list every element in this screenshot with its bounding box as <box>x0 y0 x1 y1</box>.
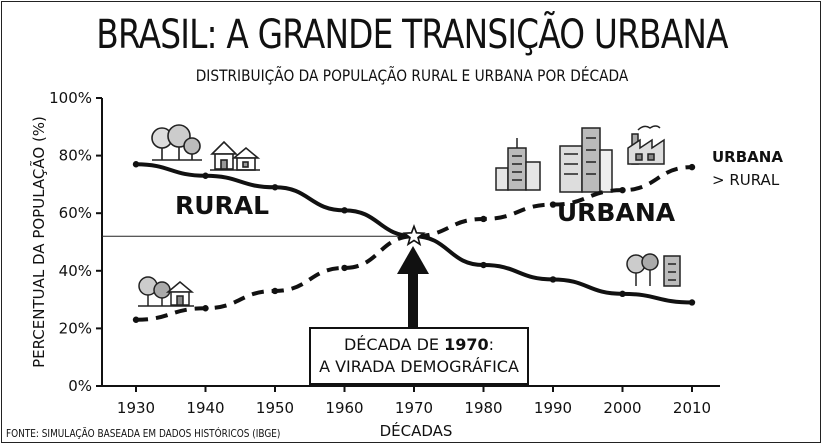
tree-building-icon <box>626 253 681 287</box>
star-icon <box>402 223 426 247</box>
data-point-urbana <box>619 186 626 194</box>
series-line-urbana <box>135 165 693 322</box>
x-axis-label: DÉCADAS <box>380 421 453 440</box>
data-point-rural <box>132 161 140 168</box>
callout-suffix: : <box>489 335 494 354</box>
skyscraper-icon <box>495 138 541 191</box>
trees-house-icon <box>138 276 195 307</box>
y-tick-label: 0% <box>68 377 92 395</box>
data-point-urbana <box>341 264 348 272</box>
series-group <box>132 161 696 323</box>
side-urbana-label: URBANA <box>712 148 783 166</box>
data-point-rural <box>271 184 279 191</box>
data-point-urbana <box>688 163 696 171</box>
x-tick-label: 2000 <box>603 399 641 417</box>
trees-icon <box>151 124 202 161</box>
x-tick-label: 1990 <box>534 399 572 417</box>
source-note: FONTE: SIMULAÇÃO BASEADA EM DADOS HISTÓR… <box>6 428 281 440</box>
rural-label: RURAL <box>175 191 269 220</box>
x-tick-label: 1970 <box>395 399 433 417</box>
data-point-rural <box>202 172 209 179</box>
side-rural-label: > RURAL <box>712 171 780 189</box>
callout-line-2: A VIRADA DEMOGRÁFICA <box>319 357 519 376</box>
callout-line-1: DÉCADA DE 1970: <box>344 335 494 354</box>
x-tick-label: 1950 <box>256 399 294 417</box>
chart-subtitle: DISTRIBUIÇÃO DA POPULAÇÃO RURAL E URBANA… <box>195 66 629 85</box>
y-axis-label: PERCENTUAL DA POPULAÇÃO (%) <box>29 116 48 368</box>
data-point-urbana <box>480 215 487 223</box>
x-tick-label: 1940 <box>186 399 224 417</box>
y-tick-label: 60% <box>59 204 92 222</box>
data-point-rural <box>688 299 696 306</box>
y-tick-label: 20% <box>59 319 92 337</box>
data-point-urbana <box>549 201 557 208</box>
y-ticks: 0% 20% 40% 60% 80% 100% <box>49 89 102 395</box>
x-ticks: 1930 1940 1950 1960 1970 1980 1990 2000 2010 <box>117 386 711 417</box>
chart-title: BRASIL: A GRANDE TRANSIÇÃO URBANA <box>96 12 728 58</box>
data-point-rural <box>341 207 348 214</box>
x-tick-label: 1960 <box>325 399 363 417</box>
data-point-urbana <box>202 305 209 312</box>
factory-icon <box>627 125 665 165</box>
y-tick-label: 80% <box>59 147 92 165</box>
data-point-urbana <box>271 287 279 295</box>
x-tick-label: 2010 <box>673 399 711 417</box>
urbana-label: URBANA <box>557 198 676 227</box>
data-point-rural <box>480 261 487 269</box>
up-arrow-icon <box>397 246 429 328</box>
data-point-rural <box>549 276 557 283</box>
data-point-urbana <box>132 316 140 323</box>
y-tick-label: 40% <box>59 262 92 280</box>
x-tick-label: 1930 <box>117 399 155 417</box>
data-point-rural <box>619 290 626 298</box>
y-tick-label: 100% <box>49 89 92 107</box>
callout-prefix: DÉCADA DE <box>344 335 444 354</box>
houses-icon <box>210 140 261 171</box>
x-tick-label: 1980 <box>464 399 502 417</box>
city-buildings-icon <box>559 127 613 193</box>
callout-box <box>309 327 529 385</box>
callout-year: 1970 <box>444 335 489 354</box>
